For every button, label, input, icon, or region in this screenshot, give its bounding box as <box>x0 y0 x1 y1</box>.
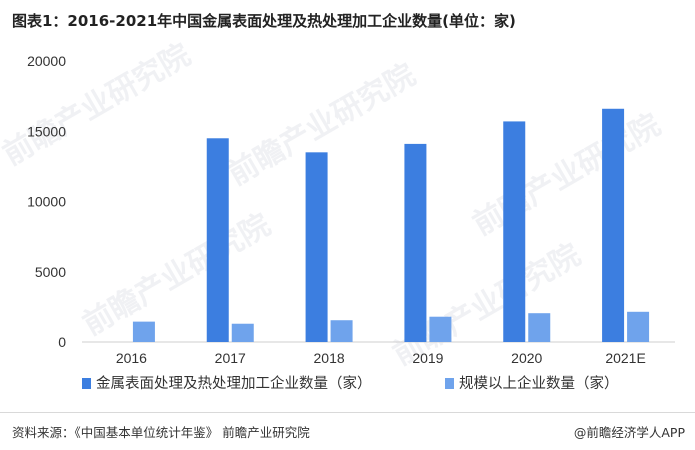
bar-above-scale-2021E <box>627 311 650 342</box>
x-tick-label: 2021E <box>605 350 645 366</box>
y-tick-label: 10000 <box>27 194 66 210</box>
bar-above-scale-2016 <box>132 321 155 342</box>
brand-label: @前瞻经济学人APP <box>573 425 685 440</box>
bar-total-2020 <box>503 121 526 342</box>
x-tick-label: 2017 <box>215 350 246 366</box>
bar-total-2019 <box>404 143 427 342</box>
bar-chart: 0 5000 10000 15000 20000 2016 2017 2018 2019 2020… <box>27 53 675 392</box>
chart-title: 图表1：2016-2021年中国金属表面处理及热处理加工企业数量(单位：家) <box>12 12 516 30</box>
bar-total-2017 <box>206 138 229 342</box>
bar-above-scale-2020 <box>528 313 551 342</box>
legend-label: 金属表面处理及热处理加工企业数量（家） <box>96 374 372 392</box>
x-tick-label: 2018 <box>314 350 345 366</box>
bar-above-scale-2017 <box>231 323 254 342</box>
x-tick-label: 2020 <box>511 350 542 366</box>
bar-total-2021E <box>602 108 625 343</box>
bar-above-scale-2018 <box>330 320 353 342</box>
y-tick-label: 15000 <box>27 123 66 139</box>
legend-swatch <box>82 378 91 389</box>
x-tick-label: 2016 <box>116 350 147 366</box>
y-tick-label: 20000 <box>27 53 66 69</box>
legend-swatch <box>445 378 454 389</box>
bar-above-scale-2019 <box>429 316 452 342</box>
bar-total-2018 <box>305 152 328 342</box>
x-tick-label: 2019 <box>412 350 443 366</box>
source-note: 资料来源：《中国基本单位统计年鉴》 前瞻产业研究院 <box>12 425 310 440</box>
legend-label: 规模以上企业数量（家） <box>459 374 619 392</box>
y-tick-label: 5000 <box>35 264 66 280</box>
y-tick-label: 0 <box>58 334 66 350</box>
footer: 资料来源：《中国基本单位统计年鉴》 前瞻产业研究院 @前瞻经济学人APP <box>0 412 695 450</box>
